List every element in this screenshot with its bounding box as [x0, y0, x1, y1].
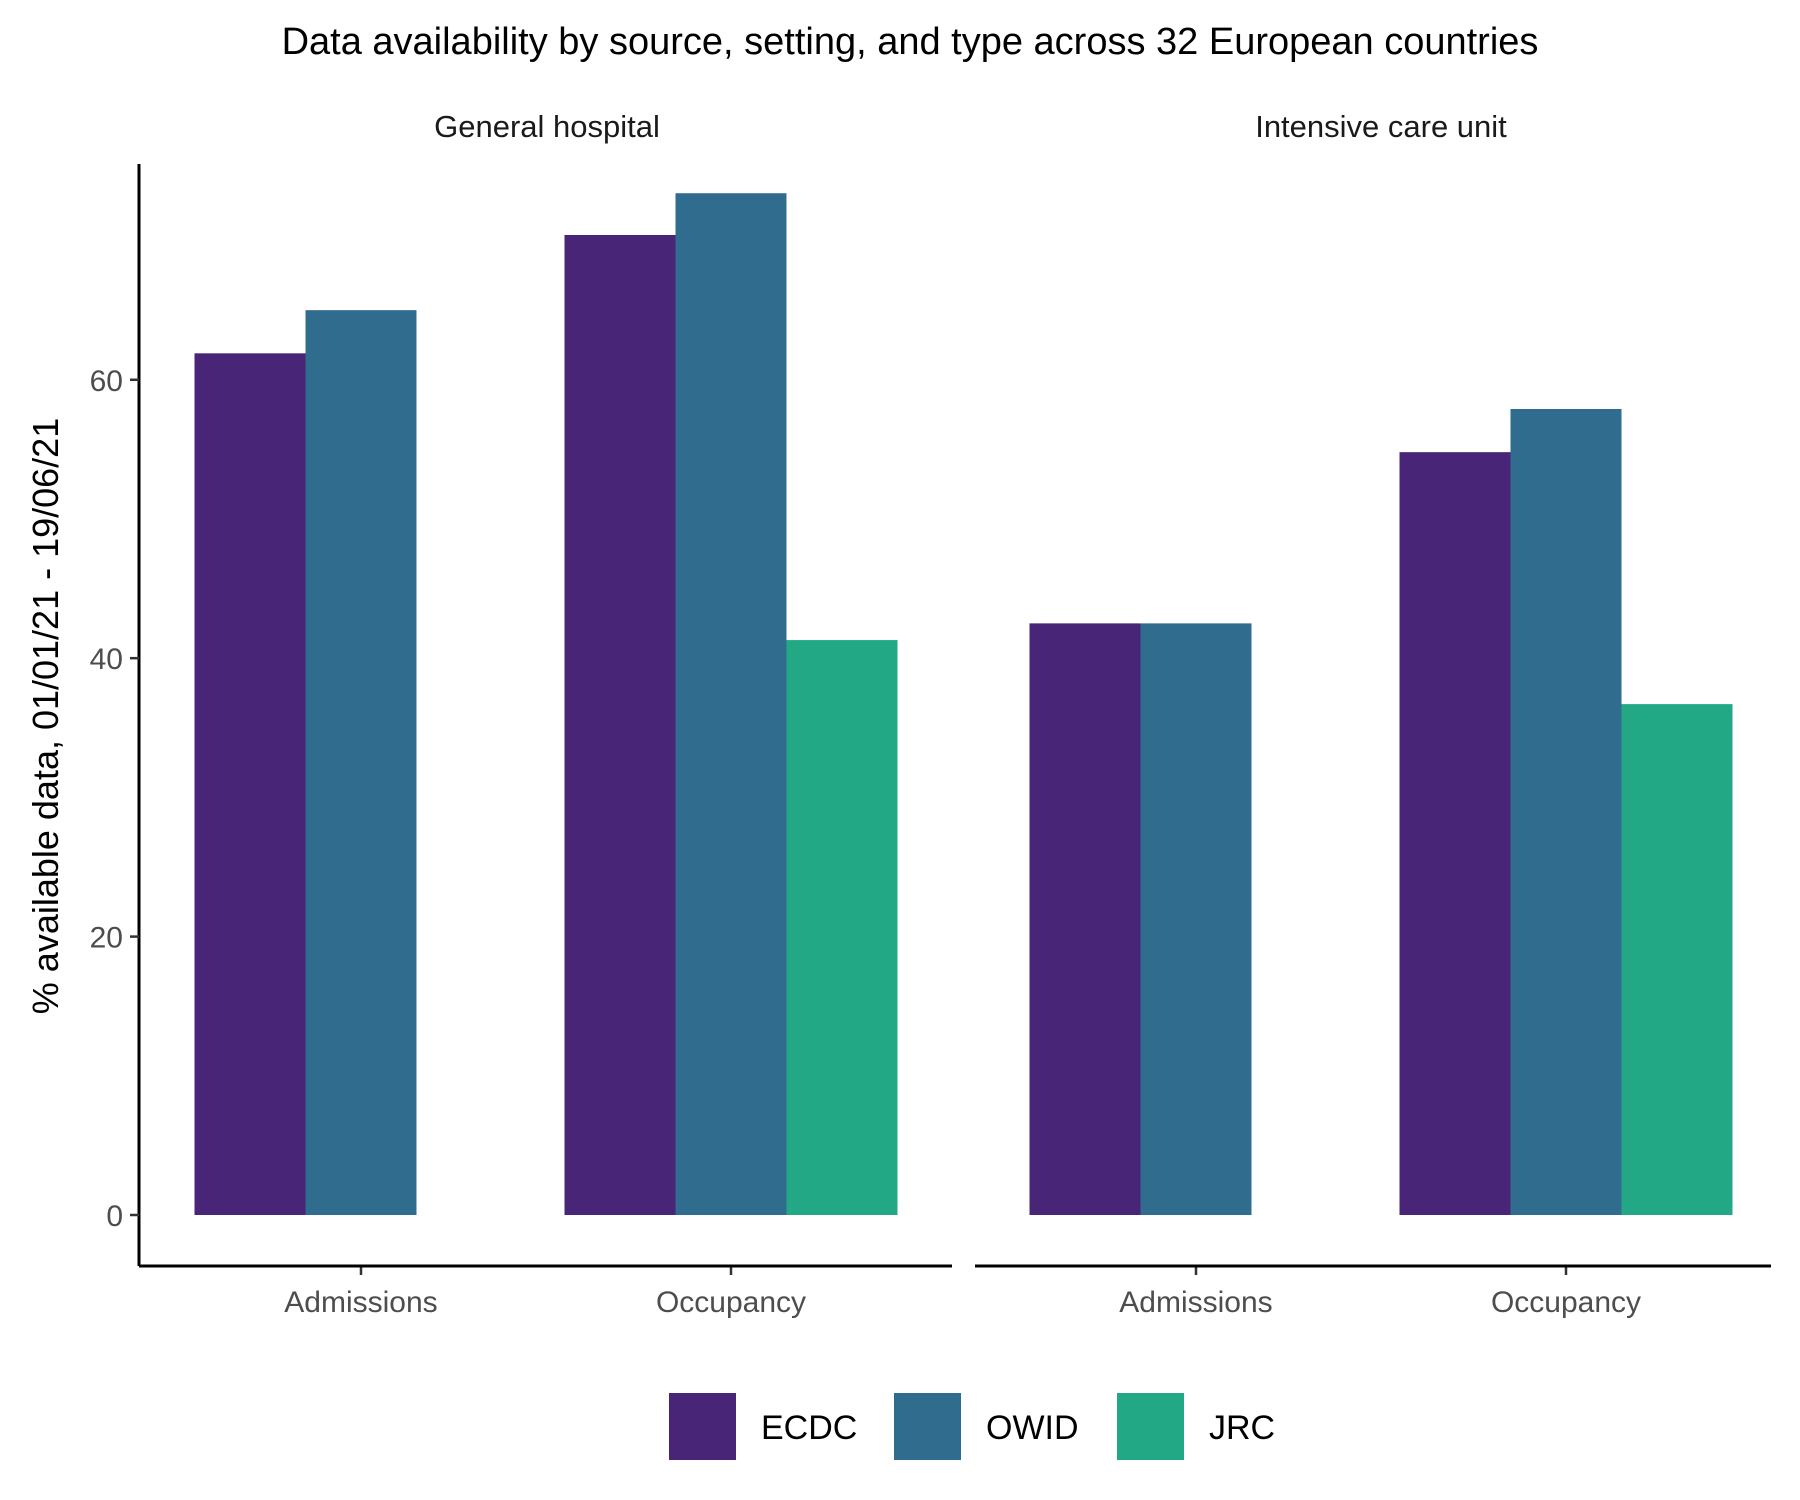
panel-1: General hospital Admissions Occupancy [139, 109, 952, 1319]
x-tick-label: Occupancy [656, 1286, 806, 1319]
legend-swatch [894, 1393, 961, 1460]
bar-ecdc-admissions [1029, 623, 1141, 1215]
y-axis-label: % available data, 01/01/21 - 19/06/21 [25, 418, 66, 1014]
x-tick-label: Admissions [1119, 1286, 1272, 1319]
y-axis: 0 20 40 60 [90, 164, 141, 1266]
y-tick-label: 20 [90, 922, 123, 955]
panel-2: Intensive care unit Admissions Occupancy [975, 109, 1771, 1319]
chart-title: Data availability by source, setting, an… [282, 21, 1539, 63]
y-tick-label: 60 [90, 365, 123, 398]
legend-item-jrc: JRC [1117, 1393, 1275, 1460]
y-tick-label: 40 [90, 643, 123, 676]
bar-jrc-occupancy [786, 640, 898, 1215]
legend-label: ECDC [761, 1409, 857, 1447]
legend-swatch [1117, 1393, 1184, 1460]
bar-owid-admissions [1140, 623, 1252, 1215]
bar-owid-admissions [305, 310, 417, 1216]
legend-item-ecdc: ECDC [669, 1393, 857, 1460]
x-tick-label: Admissions [284, 1286, 437, 1319]
bar-jrc-occupancy [1621, 704, 1733, 1215]
x-tick-label: Occupancy [1491, 1286, 1641, 1319]
legend-swatch [669, 1393, 736, 1460]
legend: ECDC OWID JRC [669, 1393, 1275, 1460]
legend-item-owid: OWID [894, 1393, 1079, 1460]
bar-ecdc-occupancy [1399, 452, 1511, 1215]
legend-label: OWID [986, 1409, 1079, 1447]
panel-title: Intensive care unit [1255, 109, 1507, 144]
panel-title: General hospital [434, 109, 660, 144]
y-tick-label: 0 [106, 1200, 123, 1233]
bar-owid-occupancy [675, 193, 787, 1216]
bar-owid-occupancy [1510, 409, 1622, 1215]
legend-label: JRC [1209, 1409, 1275, 1447]
bar-ecdc-admissions [194, 353, 306, 1215]
bar-ecdc-occupancy [564, 234, 676, 1216]
